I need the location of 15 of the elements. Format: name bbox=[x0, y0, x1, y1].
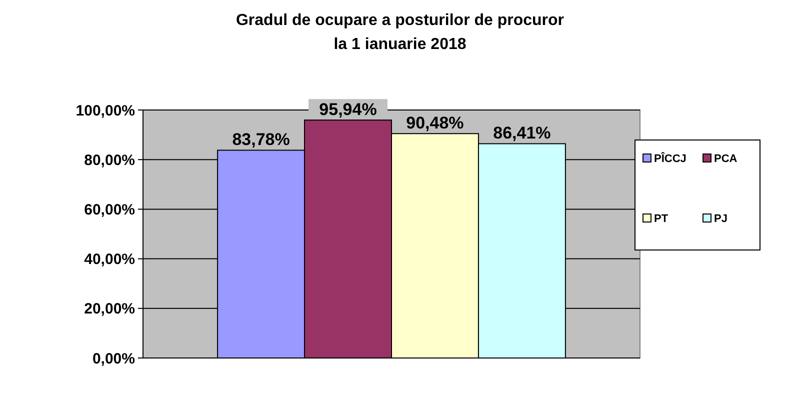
legend-label: PCA bbox=[714, 153, 738, 165]
data-label: 83,78% bbox=[232, 130, 290, 150]
y-tick-label: 40,00% bbox=[84, 251, 135, 268]
y-tick-label: 80,00% bbox=[84, 152, 135, 169]
legend-label: PJ bbox=[714, 213, 728, 225]
legend-label: PT bbox=[654, 213, 668, 225]
data-label: 95,94% bbox=[319, 100, 377, 120]
legend-label: PÎCCJ bbox=[654, 152, 686, 165]
y-tick-label: 100,00% bbox=[76, 102, 135, 120]
data-label: 86,41% bbox=[493, 124, 551, 143]
y-tick-label: 0,00% bbox=[92, 350, 135, 368]
y-tick-label: 20,00% bbox=[84, 300, 135, 318]
y-tick-label: 60,00% bbox=[84, 201, 135, 218]
data-label: 90,48% bbox=[406, 114, 464, 133]
chart-title: Gradul de ocupare a posturilor de procuror la 1 ianuarie 2018 bbox=[236, 12, 564, 53]
